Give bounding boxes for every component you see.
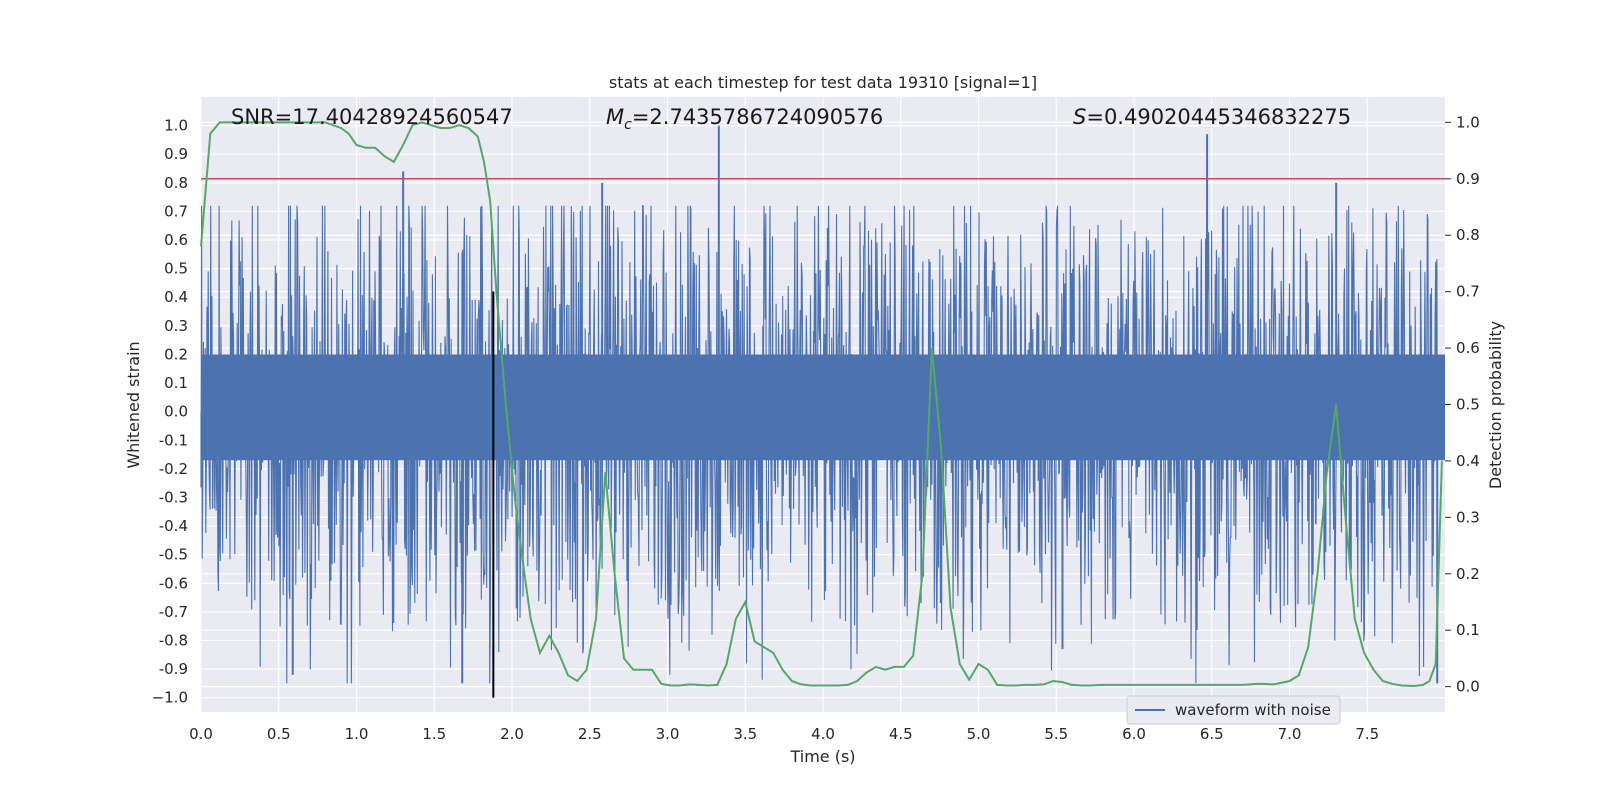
chart-title: stats at each timestep for test data 193… xyxy=(609,73,1037,92)
y-left-tick-label: -0.3 xyxy=(159,488,188,506)
waveform-series xyxy=(200,125,1445,684)
y-left-tick-label: −1.0 xyxy=(152,689,188,707)
y-left-tick-label: -0.7 xyxy=(159,603,188,621)
y-left-tick-label: -0.8 xyxy=(159,631,188,649)
x-tick-label: 6.5 xyxy=(1200,725,1224,743)
y-left-tick-label: 0.7 xyxy=(164,202,188,220)
probability-series xyxy=(200,121,1443,688)
x-tick-label: 3.5 xyxy=(733,725,757,743)
y-left-tick-label: 0.1 xyxy=(164,374,188,392)
y-left-tick-label: -0.5 xyxy=(159,546,188,564)
s-symbol: S xyxy=(1073,105,1086,129)
x-tick-labels: 0.0 0.5 1.0 1.5 2.0 2.5 3.0 3.5 4.0 4.5 5.0 5.5 6.0 6… xyxy=(189,725,1379,743)
marker-layer xyxy=(201,178,1445,698)
y-left-tick-label: 1.0 xyxy=(164,117,188,135)
x-tick-label: 6.0 xyxy=(1122,725,1146,743)
x-tick-label: 4.5 xyxy=(889,725,913,743)
y-right-tick-label: 0.3 xyxy=(1456,508,1480,526)
chirp-mass-subscript: c xyxy=(624,117,632,133)
x-tick-label: 5.0 xyxy=(967,725,991,743)
y-right-tick-label: 0.2 xyxy=(1456,565,1480,583)
y-left-tick-label: 0.5 xyxy=(164,260,188,278)
y-right-tick-label: 0.1 xyxy=(1456,621,1480,639)
x-tick-label: 7.0 xyxy=(1278,725,1302,743)
x-axis-label: Time (s) xyxy=(789,747,855,766)
y-left-tick-label: -0.9 xyxy=(159,660,188,678)
y-left-tick-label: 0.6 xyxy=(164,231,188,249)
y-right-tick-label: 0.0 xyxy=(1456,678,1480,696)
x-tick-label: 1.5 xyxy=(422,725,446,743)
y-right-tick-label: 0.5 xyxy=(1456,396,1480,414)
y-left-tick-label: 0.2 xyxy=(164,345,188,363)
y-right-tick-label: 0.8 xyxy=(1456,226,1480,244)
x-tick-label: 3.0 xyxy=(656,725,680,743)
s-value: =0.49020445346832275 xyxy=(1086,105,1351,129)
y-right-tick-label: 0.4 xyxy=(1456,452,1480,470)
x-tick-label: 2.5 xyxy=(578,725,602,743)
y-left-tick-label: 0.0 xyxy=(164,403,188,421)
x-tick-label: 4.0 xyxy=(811,725,835,743)
x-tick-label: 5.5 xyxy=(1044,725,1068,743)
y-left-tick-label: -0.1 xyxy=(159,431,188,449)
y-right-tick-label: 1.0 xyxy=(1456,113,1480,131)
s-annotation: S=0.49020445346832275 xyxy=(1073,105,1351,129)
y-left-tick-label: -0.4 xyxy=(159,517,188,535)
y-left-tick-label: 0.4 xyxy=(164,288,188,306)
y-axis-label-left: Whitened strain xyxy=(124,341,143,468)
waveform-core-band xyxy=(201,354,1445,461)
y-left-tick-label: -0.6 xyxy=(159,574,188,592)
chirp-mass-annotation: Mc=2.7435786724090576 xyxy=(606,105,883,133)
legend: waveform with noise xyxy=(1126,695,1341,725)
chirp-mass-symbol: M xyxy=(606,105,624,129)
x-tick-label: 7.5 xyxy=(1355,725,1379,743)
x-tick-label: 2.0 xyxy=(500,725,524,743)
y-right-tick-labels: 1.0 0.9 0.8 0.7 0.6 0.5 0.4 0.3 0.2 0.1 0.0 xyxy=(1445,113,1480,696)
legend-label-waveform: waveform with noise xyxy=(1175,701,1331,719)
y-left-tick-label: 0.9 xyxy=(164,145,188,163)
x-tick-label: 0.5 xyxy=(267,725,291,743)
y-axis-label-right: Detection probability xyxy=(1486,321,1505,489)
snr-annotation: SNR=17.40428924560547 xyxy=(231,105,513,129)
y-left-tick-label: 0.3 xyxy=(164,317,188,335)
y-right-tick-label: 0.6 xyxy=(1456,339,1480,357)
y-left-tick-labels: 1.0 0.9 0.8 0.7 0.6 0.5 0.4 0.3 0.2 0.1 0.0 -0.1 -0.… xyxy=(152,117,188,707)
y-right-tick-label: 0.9 xyxy=(1456,170,1480,188)
probability-line xyxy=(200,121,1443,688)
x-tick-label: 0.0 xyxy=(189,725,213,743)
chirp-mass-value: =2.7435786724090576 xyxy=(632,105,883,129)
x-tick-label: 1.0 xyxy=(345,725,369,743)
y-right-tick-label: 0.7 xyxy=(1456,283,1480,301)
legend-box xyxy=(1126,695,1341,725)
y-left-tick-label: -0.2 xyxy=(159,460,188,478)
y-left-tick-label: 0.8 xyxy=(164,174,188,192)
